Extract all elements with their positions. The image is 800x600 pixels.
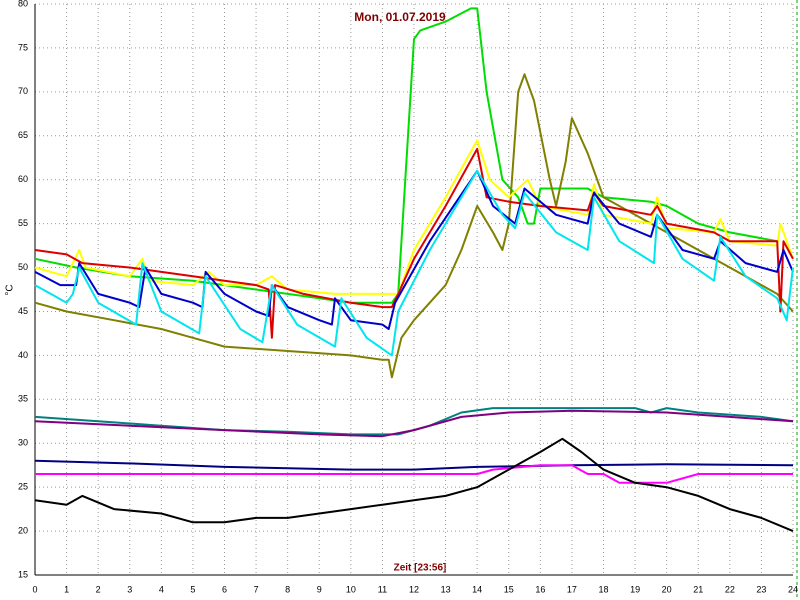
x-tick-label: 8 — [285, 584, 290, 594]
y-tick-label: 45 — [18, 306, 28, 316]
x-tick-label: 1 — [64, 584, 69, 594]
x-axis-label: Zeit [23:56] — [394, 563, 447, 574]
y-tick-label: 30 — [18, 438, 28, 448]
y-tick-label: 25 — [18, 482, 28, 492]
y-tick-label: 70 — [18, 86, 28, 96]
x-tick-label: 13 — [441, 584, 451, 594]
x-tick-label: 5 — [190, 584, 195, 594]
y-tick-label: 75 — [18, 42, 28, 52]
x-tick-label: 14 — [472, 584, 482, 594]
y-tick-label: 15 — [18, 569, 28, 579]
y-axis-label: °C — [5, 284, 16, 295]
series-line — [34, 169, 794, 357]
x-tick-label: 4 — [159, 584, 164, 594]
x-tick-label: 22 — [725, 584, 735, 594]
series-line — [34, 73, 794, 379]
x-tick-label: 20 — [662, 584, 672, 594]
x-tick-label: 2 — [96, 584, 101, 594]
y-tick-label: 60 — [18, 174, 28, 184]
y-tick-label: 40 — [18, 350, 28, 360]
x-tick-label: 10 — [346, 584, 356, 594]
x-tick-label: 11 — [378, 584, 387, 594]
x-tick-label: 3 — [127, 584, 132, 594]
x-tick-label: 6 — [222, 584, 227, 594]
y-tick-label: 55 — [18, 218, 28, 228]
series-line — [34, 459, 794, 471]
series-line — [34, 7, 778, 304]
y-tick-label: 80 — [18, 0, 28, 8]
series-line — [35, 464, 793, 484]
x-tick-label: 17 — [567, 584, 577, 594]
x-tick-label: 18 — [598, 584, 608, 594]
x-tick-label: 24 — [788, 584, 798, 594]
series-line — [34, 437, 794, 533]
y-tick-label: 65 — [18, 130, 28, 140]
y-tick-label: 20 — [18, 525, 28, 535]
x-tick-label: 19 — [630, 584, 640, 594]
x-tick-label: 15 — [504, 584, 514, 594]
x-tick-label: 12 — [409, 584, 419, 594]
series-line — [34, 147, 794, 339]
x-tick-label: 0 — [32, 584, 37, 594]
y-tick-label: 50 — [18, 262, 28, 272]
x-tick-label: 21 — [693, 584, 703, 594]
chart-title: Mon, 01.07.2019 — [354, 10, 446, 24]
x-tick-label: 7 — [254, 584, 259, 594]
x-tick-label: 23 — [756, 584, 766, 594]
series-line — [34, 409, 794, 438]
y-tick-label: 35 — [18, 394, 28, 404]
x-tick-label: 9 — [317, 584, 322, 594]
x-tick-label: 16 — [535, 584, 545, 594]
